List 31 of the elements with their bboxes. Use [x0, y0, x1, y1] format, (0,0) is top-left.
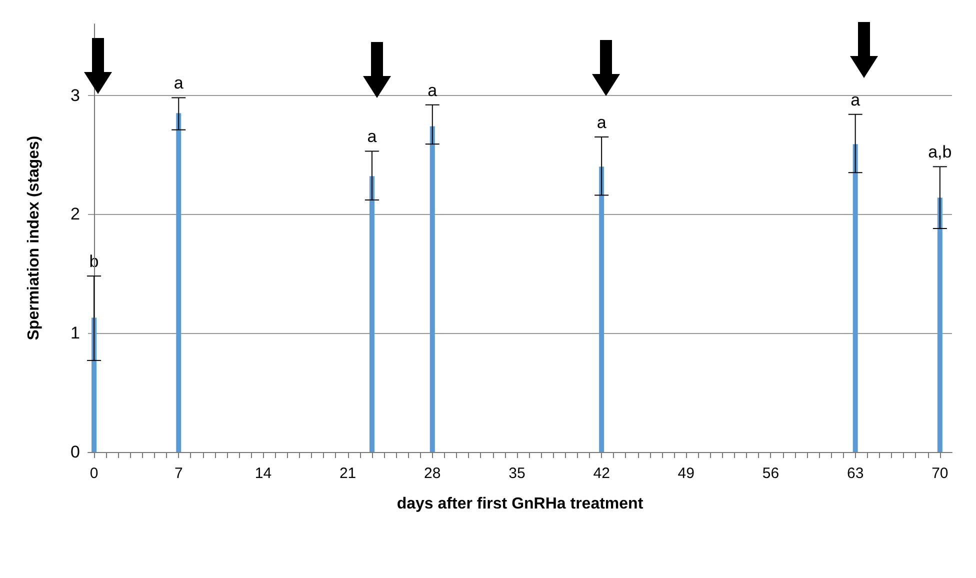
x-tick-label: 0: [90, 465, 98, 482]
x-tick-label: 49: [678, 465, 694, 482]
bar: [937, 198, 942, 452]
bar: [599, 166, 604, 452]
bar: [369, 176, 374, 452]
annotation: a: [850, 90, 861, 110]
annotation: a: [428, 80, 438, 100]
x-tick-label: 21: [339, 465, 356, 482]
y-tick-label: 0: [70, 442, 80, 462]
x-tick-label: 70: [932, 465, 948, 482]
y-tick-label: 2: [70, 204, 80, 224]
annotation: b: [89, 252, 99, 272]
y-axis-title: Spermiation index (stages): [26, 136, 42, 340]
x-tick-label: 28: [424, 465, 441, 482]
y-tick-label: 1: [70, 324, 80, 343]
annotation: a: [174, 74, 184, 93]
annotation: a,b: [928, 142, 952, 162]
y-tick-label: 3: [70, 86, 80, 105]
x-tick-label: 14: [254, 465, 272, 482]
x-tick-label: 35: [508, 465, 526, 482]
x-axis-title: days after first GnRHa treatment: [396, 496, 644, 512]
x-tick-label: 7: [174, 465, 183, 482]
x-tick-label: 42: [593, 465, 610, 482]
x-tick-label: 56: [762, 465, 780, 482]
bar: [852, 144, 858, 452]
bar: [176, 113, 182, 452]
x-tick-label: 63: [846, 465, 864, 482]
annotation: a: [367, 127, 378, 146]
bar: [92, 318, 97, 452]
annotation: a: [596, 112, 607, 132]
bar: [430, 126, 435, 452]
